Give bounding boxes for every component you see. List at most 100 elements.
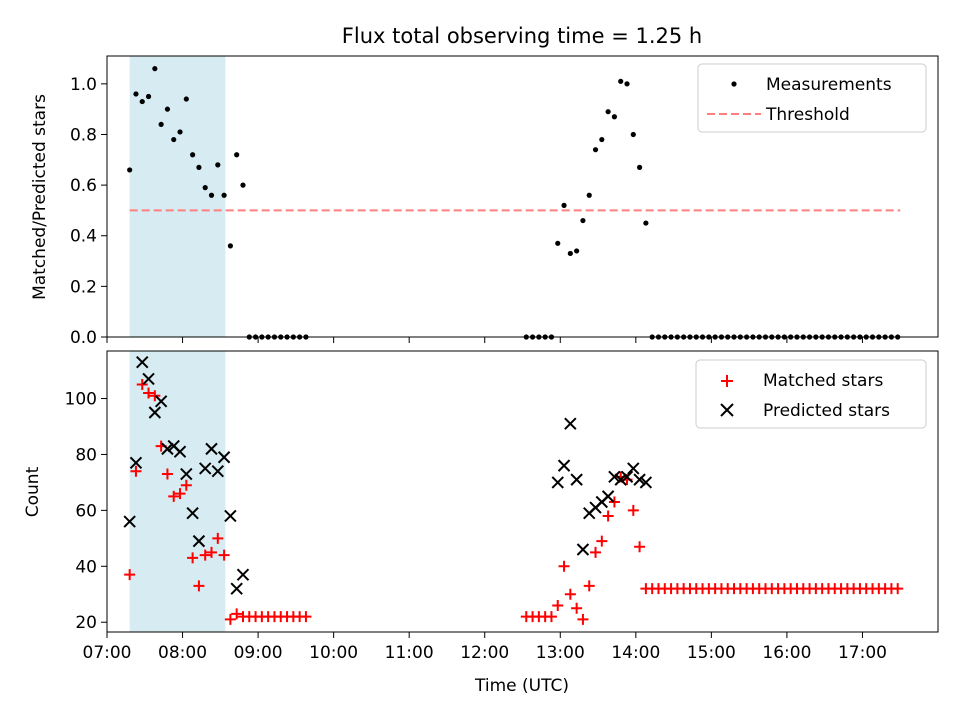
predicted-stars-point <box>136 355 149 369</box>
y-tick-label: 0.2 <box>70 277 97 297</box>
measurements-point <box>643 220 649 226</box>
measurements-point <box>208 192 215 198</box>
x-tick-label: 12:00 <box>460 643 509 663</box>
measurements-point <box>215 162 221 168</box>
shaded-observing-window <box>129 351 226 632</box>
matched-stars-point <box>231 608 243 620</box>
matched-stars-point <box>608 496 620 508</box>
x-tick-label: 10:00 <box>309 643 358 663</box>
predicted-stars-point <box>620 470 634 484</box>
measurements-point <box>171 136 177 143</box>
predicted-stars-point <box>576 543 590 556</box>
matched-stars-point <box>187 552 199 564</box>
y-tick-label: 0.8 <box>70 125 97 145</box>
x-tick-label: 16:00 <box>762 643 811 663</box>
measurements-point <box>611 114 618 120</box>
matched-stars-point <box>199 549 211 561</box>
matched-stars-point <box>143 387 155 399</box>
top-y-axis-label: Matched/Predicted stars <box>30 94 50 300</box>
matched-stars-point <box>545 611 557 623</box>
chart-title: Flux total observing time = 1.25 h <box>342 24 702 48</box>
measurements-point <box>227 243 233 249</box>
measurements-point <box>202 185 208 191</box>
predicted-stars-point <box>217 451 231 464</box>
predicted-stars-point <box>557 459 571 472</box>
matched-stars-point <box>174 488 186 500</box>
measurements-point <box>139 98 145 105</box>
predicted-stars-point <box>161 442 174 456</box>
measurements-point <box>555 240 561 246</box>
matched-stars-point <box>224 613 236 625</box>
legend-measurements-label: Measurements <box>766 75 892 95</box>
y-tick-label: 20 <box>75 613 97 633</box>
measurements-point <box>618 78 624 84</box>
y-tick-label: 0.6 <box>70 176 97 196</box>
matched-stars-point <box>149 390 161 402</box>
x-tick-label: 11:00 <box>385 643 434 663</box>
predicted-stars-point <box>633 473 646 486</box>
measurements-point <box>599 136 605 143</box>
x-tick-label: 09:00 <box>234 643 283 663</box>
measurements-point <box>574 248 580 254</box>
predicted-stars-point <box>614 473 627 486</box>
bottom-panel: 20 40 60 80 100 07:00 08:00 09:00 10:00 11:00 12:0… <box>23 350 939 663</box>
matched-stars-point <box>577 613 589 625</box>
matched-stars-point <box>193 580 205 592</box>
predicted-stars-point <box>570 473 583 486</box>
y-tick-label: 40 <box>75 557 97 577</box>
measurements-point <box>127 167 133 173</box>
matched-stars-point <box>130 465 142 477</box>
measurements-point <box>592 147 599 153</box>
matched-stars-point <box>552 599 564 611</box>
top-plot-frame <box>106 55 939 338</box>
measurements-point <box>158 121 164 127</box>
matched-stars-point <box>218 549 230 561</box>
measurements-point <box>190 152 196 158</box>
predicted-stars-point <box>180 467 193 481</box>
measurements-point <box>152 66 158 72</box>
predicted-stars-point <box>639 476 653 489</box>
x-tick-label: 08:00 <box>158 643 207 663</box>
matched-stars-point <box>558 560 570 572</box>
x-tick-label: 07:00 <box>83 643 132 663</box>
measurements-point <box>561 202 567 208</box>
matched-stars-point <box>180 479 192 491</box>
measurements-point <box>624 81 630 87</box>
legend-measurements-marker <box>731 81 737 87</box>
top-legend: Measurements Threshold <box>697 63 927 133</box>
measurements-point <box>630 131 636 138</box>
y-tick-label: 0.0 <box>70 328 97 348</box>
predicted-stars-point <box>551 476 564 489</box>
matched-stars-point <box>168 490 180 502</box>
predicted-stars-point <box>564 417 577 430</box>
matched-stars-point <box>590 546 602 558</box>
predicted-stars-point <box>627 462 640 475</box>
measurements-point <box>636 164 643 170</box>
x-tick-label: 17:00 <box>838 643 887 663</box>
matched-stars-point <box>627 504 639 516</box>
predicted-stars-point <box>601 490 615 503</box>
predicted-stars-point <box>192 534 206 548</box>
top-panel: 0.0 0.2 0.4 0.6 0.8 1.0 Matched/Predicted sta… <box>30 55 939 348</box>
predicted-stars-point <box>236 568 250 581</box>
matched-stars-point <box>571 602 583 614</box>
x-tick-label: 15:00 <box>687 643 736 663</box>
matched-stars-point <box>212 532 224 544</box>
y-tick-label: 80 <box>75 445 97 465</box>
x-tick-label: 14:00 <box>611 643 660 663</box>
bottom-y-axis-label: Count <box>23 466 43 517</box>
measurements-point <box>567 250 573 257</box>
legend-predicted-stars-label: Predicted stars <box>763 401 890 421</box>
y-tick-label: 100 <box>65 390 97 410</box>
matched-stars-point <box>124 569 136 581</box>
predicted-stars-point <box>224 509 237 523</box>
predicted-stars-point <box>230 582 243 595</box>
measurements-point <box>580 217 586 224</box>
measurements-point <box>221 192 227 198</box>
matched-stars-point <box>564 588 576 600</box>
predicted-stars-point <box>186 506 199 520</box>
y-tick-label: 1.0 <box>70 75 97 95</box>
predicted-stars-point <box>173 445 187 458</box>
matched-stars-point <box>602 510 614 522</box>
predicted-stars-point <box>148 406 162 419</box>
